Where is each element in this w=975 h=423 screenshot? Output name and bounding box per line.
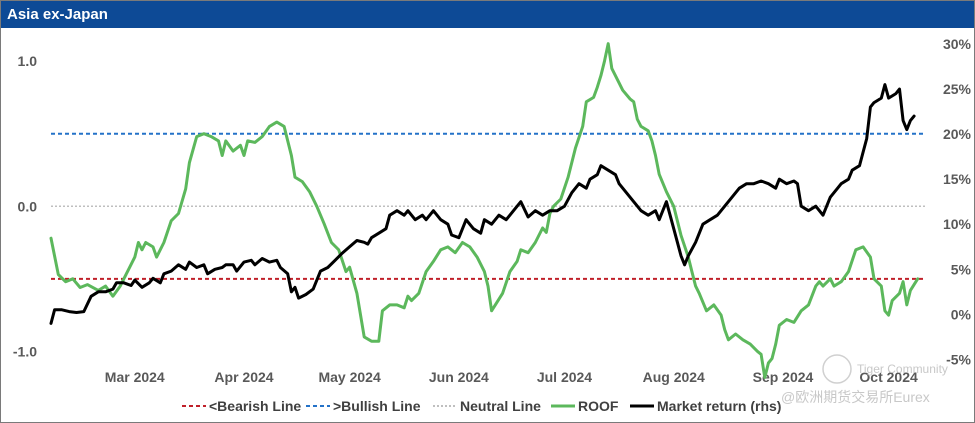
x-tick-label: Mar 2024 bbox=[105, 369, 165, 385]
y-tick-label: 1.0 bbox=[18, 53, 38, 69]
y2-tick-label: 15% bbox=[943, 171, 972, 187]
legend-label: Neutral Line bbox=[460, 398, 541, 414]
y-axis-right-ticks: 30% 25% 20% 15% 10% 5% 0% -5% bbox=[943, 36, 972, 367]
y-axis-left-ticks: 1.0 0.0 -1.0 bbox=[13, 53, 37, 359]
x-tick-label: Oct 2024 bbox=[859, 369, 918, 385]
y2-tick-label: 30% bbox=[943, 36, 972, 52]
y2-tick-label: 25% bbox=[943, 81, 972, 97]
y2-tick-label: 0% bbox=[951, 306, 972, 322]
x-tick-label: May 2024 bbox=[318, 369, 380, 385]
reference-lines bbox=[51, 132, 925, 280]
y2-tick-label: 10% bbox=[943, 216, 972, 232]
watermark-line1: Tiger Community bbox=[857, 362, 948, 376]
x-tick-label: Aug 2024 bbox=[643, 369, 705, 385]
x-axis-ticks: Mar 2024 Apr 2024 May 2024 Jun 2024 Jul 2024… bbox=[105, 369, 918, 385]
y-tick-label: 0.0 bbox=[18, 198, 38, 214]
watermark-logo-icon bbox=[822, 354, 852, 384]
x-tick-label: Apr 2024 bbox=[214, 369, 273, 385]
chart-title: Asia ex-Japan bbox=[7, 6, 108, 23]
y-tick-label: -1.0 bbox=[13, 343, 37, 359]
series-line-market-return bbox=[49, 83, 916, 325]
legend: <Bearish Line >Bullish Line Neutral Line RO… bbox=[182, 398, 781, 414]
series-lines bbox=[49, 42, 920, 379]
legend-label: >Bullish Line bbox=[333, 398, 421, 414]
legend-label: ROOF bbox=[578, 398, 619, 414]
x-tick-label: Jun 2024 bbox=[429, 369, 489, 385]
legend-label: Market return (rhs) bbox=[657, 398, 781, 414]
y2-tick-label: 20% bbox=[943, 126, 972, 142]
legend-label: <Bearish Line bbox=[209, 398, 301, 414]
x-tick-label: Sep 2024 bbox=[753, 369, 814, 385]
x-tick-label: Jul 2024 bbox=[537, 369, 592, 385]
series-line-roof bbox=[49, 42, 920, 379]
watermark: Tiger Community @欧洲期货交易所Eurex bbox=[781, 354, 948, 405]
title-bar: Asia ex-Japan bbox=[1, 1, 974, 28]
y2-tick-label: -5% bbox=[946, 351, 971, 367]
watermark-line2: @欧洲期货交易所Eurex bbox=[781, 389, 930, 405]
y2-tick-label: 5% bbox=[951, 261, 972, 277]
